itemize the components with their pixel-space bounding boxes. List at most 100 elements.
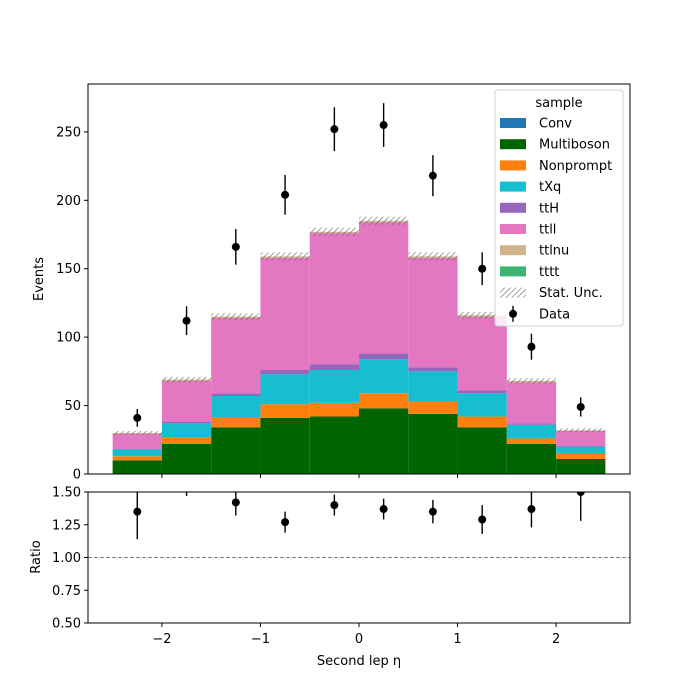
legend-swatch (500, 139, 526, 150)
bar-multiboson (359, 408, 409, 474)
y-tick-label: 100 (56, 331, 81, 346)
bar-multiboson (260, 417, 310, 474)
bar-nonprompt (161, 437, 212, 444)
bar-tth (260, 370, 310, 375)
legend-label: Data (539, 307, 570, 322)
main-ylabel: Events (32, 257, 47, 301)
ratio-frame (87, 491, 631, 624)
bar-ttll (161, 380, 212, 422)
bar-txq (112, 449, 162, 457)
bar-multiboson (556, 458, 606, 474)
stat-unc-band (359, 216, 409, 225)
y-tick-label: 50 (64, 399, 81, 414)
bar-nonprompt (457, 416, 507, 428)
legend-swatch (500, 245, 526, 256)
bar-txq (260, 374, 310, 405)
bar-multiboson (408, 413, 458, 474)
stacked-bars (112, 220, 606, 474)
x-tick-label: −1 (251, 632, 270, 647)
bar-txq (161, 423, 212, 438)
ratio-point (576, 492, 585, 496)
bar-nonprompt (112, 456, 162, 461)
stat-unc-band (506, 378, 557, 384)
y-axis-ticks: 0 50 100 150 200 250 (56, 125, 88, 483)
stat-unc-band (556, 428, 606, 433)
bar-txq (408, 371, 458, 402)
stat-unc-band (211, 313, 261, 321)
legend-label: ttll (539, 223, 556, 238)
data-point (428, 171, 437, 180)
y-tick-label: 150 (56, 262, 81, 277)
legend-label: Conv (539, 117, 572, 132)
legend-label: tttt (539, 265, 559, 280)
main-frame (87, 83, 631, 475)
legend-label: ttH (539, 201, 559, 216)
bar-txq (457, 393, 507, 417)
ratio-y-tick-label: 1.00 (52, 551, 81, 566)
bar-ttll (260, 257, 310, 370)
bar-nonprompt (211, 417, 261, 428)
bar-tth (457, 390, 507, 394)
bar-ttll (457, 316, 507, 391)
legend-data-marker (509, 309, 517, 318)
bar-nonprompt (408, 401, 458, 414)
legend-label: ttlnu (539, 244, 569, 259)
bar-tth (556, 445, 606, 447)
data-points (133, 103, 585, 427)
bar-txq (556, 446, 606, 454)
data-point (527, 342, 536, 351)
bar-ttll (112, 433, 162, 449)
bar-multiboson (112, 460, 162, 474)
x-tick-label: −2 (152, 632, 171, 647)
bar-ttll (506, 382, 557, 424)
ratio-point (478, 515, 487, 524)
y-tick-label: 0 (73, 468, 81, 483)
x-axis-label: Second lep η (317, 654, 401, 669)
bar-txq (211, 396, 261, 418)
y-tick-label: 200 (56, 194, 81, 209)
bar-tth (506, 423, 557, 425)
x-tick-label: 2 (552, 632, 560, 647)
bar-ttll (309, 233, 359, 365)
bar-ttll (408, 257, 458, 368)
legend-swatch (500, 224, 526, 234)
stat-unc-band (161, 376, 212, 383)
legend-swatch (500, 202, 526, 213)
data-point (231, 242, 240, 251)
bar-ttll (359, 222, 409, 354)
legend-box (494, 89, 624, 327)
ratio-points (133, 492, 585, 540)
data-point (133, 413, 142, 422)
ratio-ylabel: Ratio (29, 540, 44, 573)
bar-tth (408, 367, 458, 372)
bar-tth (309, 364, 359, 370)
ratio-point (330, 501, 339, 510)
legend-title: sample (535, 96, 582, 111)
legend-label: Nonprompt (539, 159, 612, 174)
bar-txq (506, 424, 557, 439)
bar-ttll (211, 318, 261, 394)
legend-swatch (500, 118, 526, 128)
legend: sample Conv Multiboson Nonprompt tXq ttH ttll t… (494, 89, 624, 327)
ratio-y-tick-label: 1.50 (52, 486, 81, 501)
bar-multiboson (457, 427, 507, 474)
ratio-y-tick-label: 1.25 (52, 518, 81, 533)
ratio-point (133, 507, 142, 516)
ratio-x-axis-ticks: −2 −1 0 1 2 (152, 623, 560, 647)
bar-multiboson (506, 443, 557, 474)
bar-multiboson (211, 427, 261, 474)
bar-multiboson (161, 443, 212, 474)
x-axis-ticks (161, 474, 557, 478)
ratio-y-tick-label: 0.75 (52, 584, 81, 599)
legend-label: Stat. Unc. (539, 286, 603, 301)
bar-nonprompt (506, 438, 557, 444)
bar-nonprompt (359, 393, 409, 409)
stat-unc-band (112, 430, 162, 435)
ratio-panel: 0.50 0.75 1.00 1.25 1.50 −2 −1 0 1 2 Ratio Secon… (29, 486, 631, 669)
stat-unc-band (457, 311, 507, 319)
legend-swatch (500, 160, 526, 171)
legend-swatch-stat-unc (500, 287, 526, 298)
ratio-y-tick-label: 0.50 (52, 617, 81, 632)
bar-ttll (556, 430, 606, 446)
data-point (182, 316, 191, 325)
